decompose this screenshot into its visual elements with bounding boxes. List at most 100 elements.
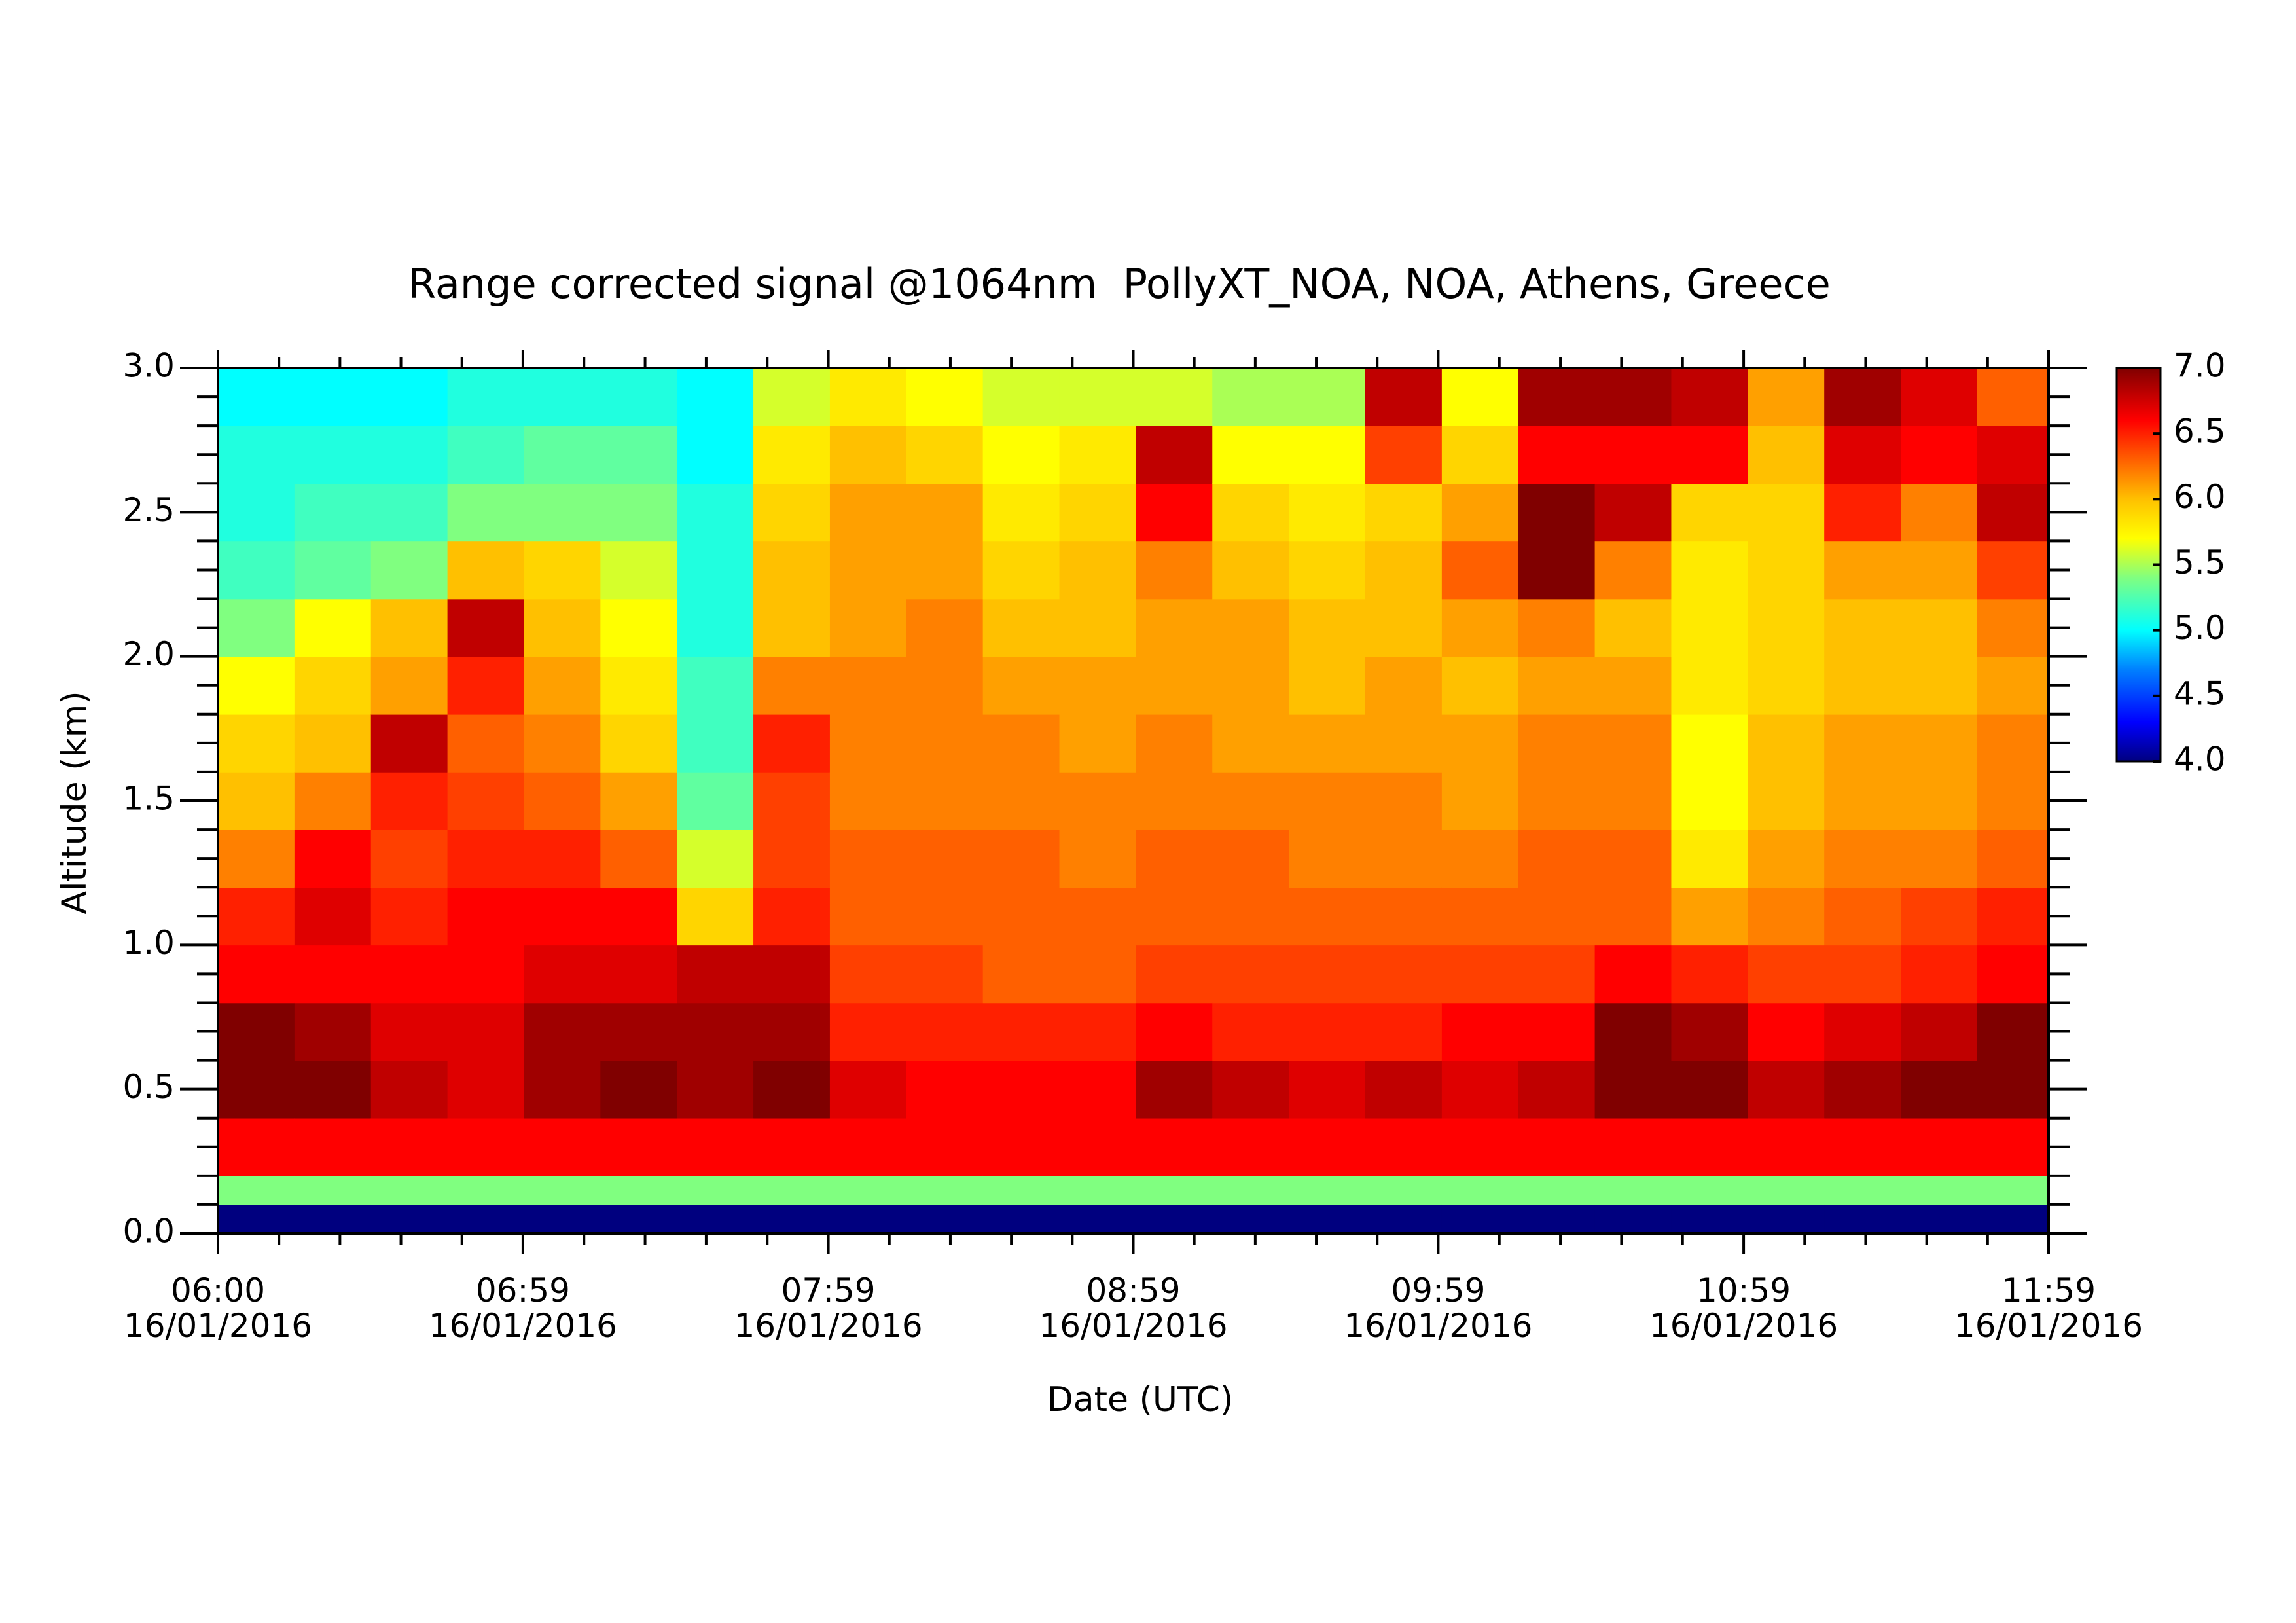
cell bbox=[524, 830, 601, 888]
cell bbox=[1059, 1118, 1137, 1176]
cell bbox=[1441, 426, 1519, 484]
x-tick-label: 08:59 16/01/2016 bbox=[1039, 1271, 1227, 1345]
cell bbox=[1365, 887, 1443, 946]
cell bbox=[1748, 945, 1825, 1004]
cell bbox=[677, 771, 754, 830]
cell bbox=[370, 830, 448, 888]
cell bbox=[294, 945, 372, 1004]
colorbar-tick-label: 4.5 bbox=[2174, 674, 2226, 712]
cell bbox=[829, 1175, 907, 1205]
y-axis-title: Altitude (km) bbox=[55, 691, 94, 914]
cell bbox=[1441, 714, 1519, 773]
cell bbox=[906, 656, 984, 715]
cell bbox=[1059, 541, 1137, 600]
cell bbox=[1977, 771, 2049, 830]
cell bbox=[370, 887, 448, 946]
cell bbox=[753, 426, 831, 484]
cell bbox=[1136, 771, 1213, 830]
cell bbox=[1518, 830, 1596, 888]
cell bbox=[1136, 1060, 1213, 1119]
cell bbox=[370, 1118, 448, 1176]
x-tick-label: 10:59 16/01/2016 bbox=[1649, 1271, 1838, 1345]
cell bbox=[1365, 945, 1443, 1004]
colorbar-tick-label: 6.5 bbox=[2174, 412, 2226, 450]
cell bbox=[1901, 1118, 1978, 1176]
cell bbox=[1441, 830, 1519, 888]
cell bbox=[1289, 714, 1366, 773]
cell bbox=[1977, 1060, 2049, 1119]
x-tick-label: 07:59 16/01/2016 bbox=[734, 1271, 922, 1345]
cell bbox=[1977, 1118, 2049, 1176]
cell bbox=[1824, 1060, 1901, 1119]
cell bbox=[906, 483, 984, 542]
cell bbox=[294, 771, 372, 830]
cell bbox=[1671, 1002, 1749, 1061]
y-tick-label: 1.0 bbox=[122, 924, 175, 962]
cell bbox=[1901, 541, 1978, 600]
x-tick-label: 06:59 16/01/2016 bbox=[429, 1271, 617, 1345]
cell bbox=[1594, 368, 1672, 426]
cell bbox=[1977, 598, 2049, 657]
cell bbox=[1901, 771, 1978, 830]
cell bbox=[906, 1060, 984, 1119]
cell bbox=[1594, 1060, 1672, 1119]
cell bbox=[677, 368, 754, 426]
cell bbox=[677, 1060, 754, 1119]
cell bbox=[982, 1175, 1060, 1205]
cell bbox=[600, 945, 677, 1004]
cell bbox=[906, 714, 984, 773]
cell bbox=[906, 541, 984, 600]
y-tick-label: 2.0 bbox=[122, 635, 175, 673]
cell bbox=[1212, 1118, 1289, 1176]
cell bbox=[982, 426, 1060, 484]
cell bbox=[1748, 1118, 1825, 1176]
cell bbox=[524, 598, 601, 657]
cell bbox=[1977, 541, 2049, 600]
cell bbox=[524, 541, 601, 600]
cell bbox=[218, 598, 295, 657]
cell bbox=[906, 1175, 984, 1205]
x-tick-label: 09:59 16/01/2016 bbox=[1344, 1271, 1532, 1345]
colorbar-tick-label: 5.0 bbox=[2174, 609, 2226, 647]
cell bbox=[1518, 1060, 1596, 1119]
cell bbox=[677, 426, 754, 484]
cell bbox=[1824, 1002, 1901, 1061]
cell bbox=[218, 1060, 295, 1119]
cell bbox=[829, 771, 907, 830]
cell bbox=[1901, 1204, 1978, 1234]
cell bbox=[1824, 1175, 1901, 1205]
cell bbox=[1136, 1118, 1213, 1176]
cell bbox=[1059, 1060, 1137, 1119]
cell bbox=[218, 368, 295, 426]
cell bbox=[753, 1118, 831, 1176]
y-tick-label: 0.5 bbox=[122, 1068, 175, 1106]
cell bbox=[1289, 830, 1366, 888]
cell bbox=[1059, 368, 1137, 426]
cell bbox=[1594, 714, 1672, 773]
cell bbox=[1748, 483, 1825, 542]
cell bbox=[753, 1060, 831, 1119]
cell bbox=[600, 887, 677, 946]
cell bbox=[1289, 541, 1366, 600]
cell bbox=[1441, 368, 1519, 426]
cell bbox=[753, 714, 831, 773]
cell bbox=[1441, 1204, 1519, 1234]
cell bbox=[982, 368, 1060, 426]
cell bbox=[1977, 945, 2049, 1004]
cell bbox=[1212, 1002, 1289, 1061]
cell bbox=[982, 483, 1060, 542]
colorbar-tick-label: 4.0 bbox=[2174, 740, 2226, 778]
cell bbox=[1671, 541, 1749, 600]
cell bbox=[1212, 771, 1289, 830]
cell bbox=[1365, 598, 1443, 657]
cell bbox=[982, 1118, 1060, 1176]
cell bbox=[1518, 426, 1596, 484]
cell bbox=[1748, 1204, 1825, 1234]
cell bbox=[600, 771, 677, 830]
cell bbox=[294, 1175, 372, 1205]
cell bbox=[1594, 426, 1672, 484]
cell bbox=[677, 1175, 754, 1205]
cell bbox=[1365, 714, 1443, 773]
cell bbox=[1977, 656, 2049, 715]
cell bbox=[982, 1002, 1060, 1061]
